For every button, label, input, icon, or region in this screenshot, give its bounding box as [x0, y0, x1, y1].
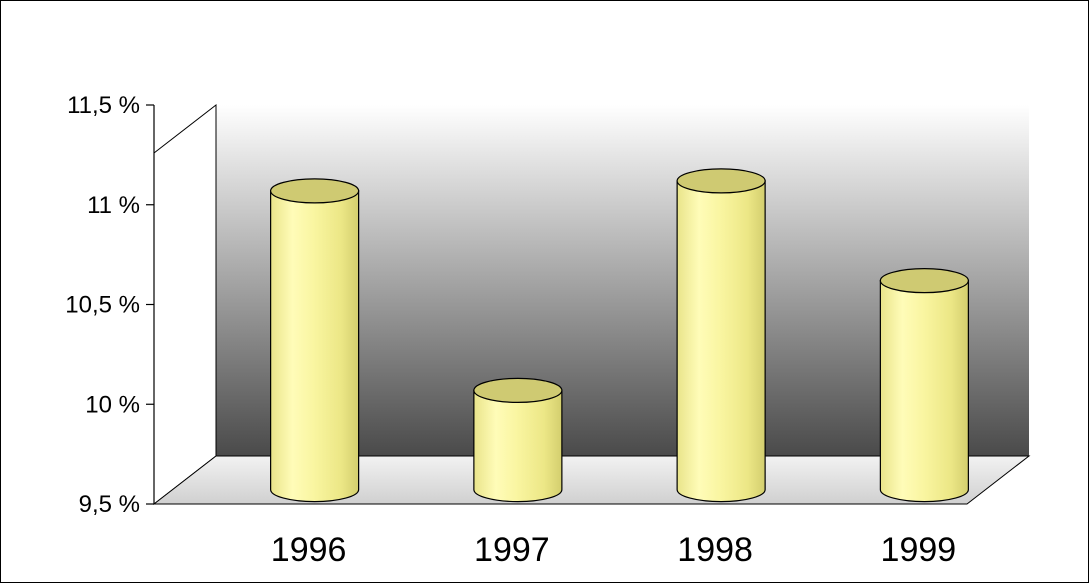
floor — [152, 455, 1031, 505]
bar-top — [676, 168, 766, 194]
y-tick-label: 11,5 % — [67, 92, 140, 119]
bar-body — [270, 190, 360, 503]
bar-body — [879, 280, 969, 503]
x-axis: 1996 1997 1998 1999 — [271, 531, 956, 569]
x-tick-label: 1997 — [474, 531, 550, 569]
bar-body — [473, 389, 563, 503]
y-tick-label: 10,5 % — [65, 292, 140, 319]
y-tick-label: 10 % — [85, 391, 140, 418]
bar-top — [473, 377, 563, 403]
x-tick-label: 1998 — [677, 531, 753, 569]
side-wall — [153, 103, 217, 506]
bar — [270, 178, 360, 503]
bar — [879, 268, 969, 503]
y-tick-label: 9,5 % — [79, 491, 140, 518]
bar — [473, 377, 563, 503]
x-tick-label: 1999 — [881, 531, 957, 569]
bar — [676, 168, 766, 503]
bar-top — [879, 268, 969, 294]
bar-top — [270, 178, 360, 204]
bars — [270, 168, 969, 503]
y-tick-label: 11 % — [87, 192, 140, 219]
y-axis: 9,5 % 10 % 10,5 % 11 % 11,5 % — [65, 92, 154, 518]
bar-body — [676, 180, 766, 503]
x-tick-label: 1996 — [271, 531, 347, 569]
